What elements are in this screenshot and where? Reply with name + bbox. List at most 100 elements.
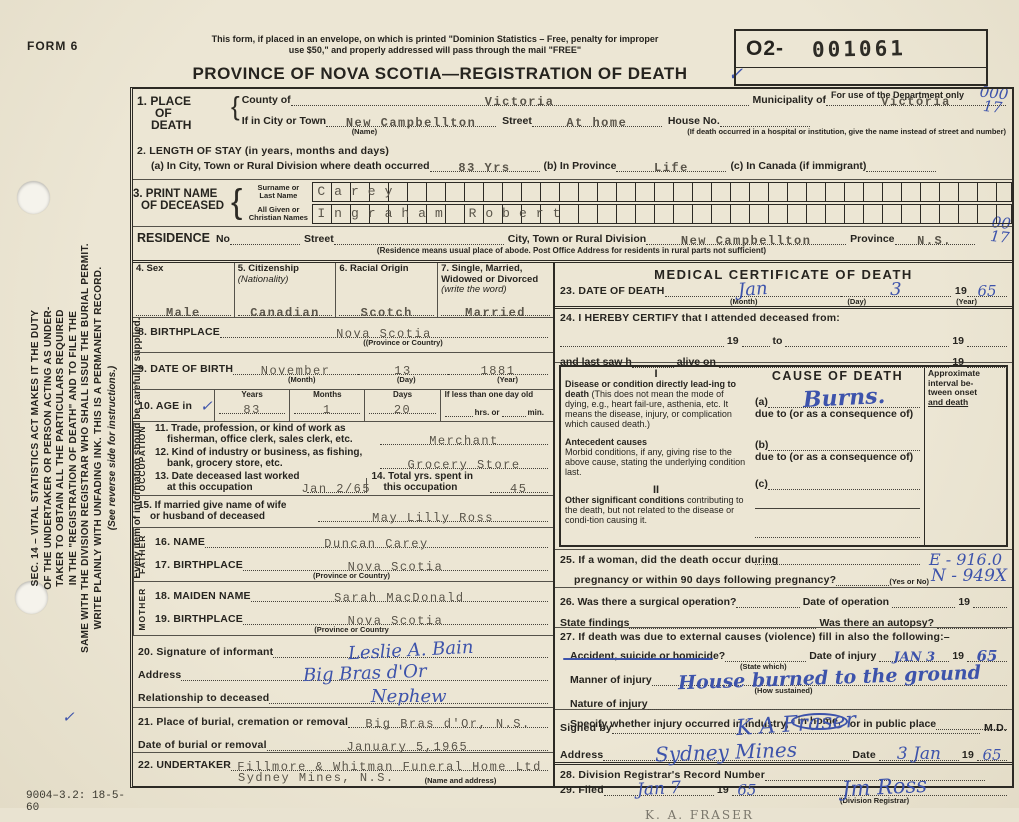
residence-label: RESIDENCE	[137, 231, 210, 245]
undertaker-value-2: Sydney Mines, N.S.	[238, 771, 395, 786]
stay-a-field: 83 Yrs	[429, 157, 540, 175]
street-field: At home	[531, 112, 662, 130]
street-value: At home	[566, 116, 628, 130]
print-name-label: 3. PRINT NAME OF DECEASED	[133, 188, 225, 212]
in-home-circled: in home,	[790, 713, 848, 730]
margin-statute-text: SEC. 14 – VITAL STATISTICS ACT MAKES IT …	[30, 168, 143, 728]
cause-b-field	[768, 436, 920, 451]
handwritten-code-e: E - 916.0	[928, 550, 1002, 569]
last-worked-field: Jan 2/65	[301, 478, 370, 496]
registration-prefix: O2-	[746, 37, 785, 60]
section-physician-signature: Signed by K A Fraser M.D. Address Sydney…	[555, 708, 1012, 766]
signed-year-field: 65	[977, 746, 1007, 764]
signed-by-field: K A Fraser	[611, 708, 981, 741]
section-print-name: 3. PRINT NAME OF DECEASED { Surname or L…	[133, 179, 1012, 226]
statute-line: TAKER TO OBTAIN ALL THE PARTICULARS REQU…	[55, 309, 66, 587]
section-date-of-birth: 9. DATE OF BIRTH November 13 1881	[133, 353, 553, 391]
section-informant: 20. Signature of informant Leslie A. Bai…	[133, 636, 553, 709]
father-birthplace-label: 17. BIRTHPLACE	[155, 558, 243, 571]
stay-a-value: 83 Yrs	[458, 161, 511, 175]
dob-day-note: (Day)	[396, 374, 416, 384]
dod-year-field: 65	[967, 282, 1007, 300]
age-label: 10. AGE in	[138, 399, 193, 412]
personal-particulars-column: 4. Sex Male 5. Citizenship (Nationality)…	[133, 263, 555, 786]
nature-field	[647, 695, 1007, 710]
section-residence: RESIDENCE No Street City, Town or Rural …	[133, 226, 1012, 260]
physician-addr-field: Sydney Mines	[603, 738, 850, 766]
age-days: 20	[393, 403, 412, 418]
signed-date-value: 3 Jan	[896, 744, 941, 764]
residence-street-field	[333, 230, 504, 245]
stay-b-field: Life	[616, 157, 727, 175]
section-registrar: 28. Division Registrar's Record Number 2…	[555, 765, 1012, 822]
cause-of-death-heading: CAUSE OF DEATH	[771, 369, 904, 383]
father-name-label: 16. NAME	[155, 535, 206, 548]
surname-grid: Carey	[312, 182, 1012, 202]
residence-division-label: City, Town or Rural Division	[507, 233, 647, 245]
burial-place-label: 21. Place of burial, cremation or remova…	[138, 716, 349, 729]
given-names-grid: Ingraham Robert	[312, 204, 1012, 224]
section-vitals: 4. Sex Male 5. Citizenship (Nationality)…	[133, 263, 553, 319]
residence-street-label: Street	[303, 233, 334, 245]
registration-number-stamp: 001061	[811, 36, 907, 62]
dob-day-field: 13	[358, 360, 448, 378]
other-conditions-field-1	[755, 523, 920, 538]
injury-date-field: JAN 3	[879, 647, 950, 665]
section-burial: 21. Place of burial, cremation or remova…	[133, 708, 553, 754]
residence-note: (Residence means usual place of abode. P…	[376, 246, 767, 255]
mail-note-line2: use $50," and properly addressed will pa…	[288, 45, 582, 55]
section-attended: 24. I HEREBY CERTIFY that I attended dec…	[555, 309, 1012, 368]
burial-date-field: January 5,1965	[266, 736, 548, 754]
signed-year-value: 65	[982, 746, 1002, 764]
registration-form: This form, if placed in an envelope, on …	[130, 24, 1016, 822]
sex-cell: 4. Sex Male	[133, 263, 235, 319]
given-names-label: All Given or Christian Names	[248, 205, 308, 222]
filed-date-value: Jan 7	[636, 777, 682, 801]
section-father: FATHER 16. NAME Duncan Carey 17. BIRTHPL…	[133, 527, 553, 582]
residence-province-value: N.S.	[917, 234, 952, 248]
cause-labels: I Disease or condition directly lead-ing…	[565, 368, 746, 526]
signed-by-label: Signed by	[560, 722, 612, 734]
residence-province-label: Province	[850, 233, 895, 245]
dob-month: November	[260, 363, 331, 378]
mother-name-value: Sarah MacDonald	[334, 590, 465, 605]
birthplace-field: Nova Scotia	[219, 323, 548, 341]
section-spouse: 15. If married give name of wife or husb…	[133, 496, 553, 528]
section-pregnancy: E - 916.0 25. If a woman, did the death …	[555, 550, 1012, 588]
filed-year-field: 65	[731, 781, 762, 799]
autopsy-field	[937, 614, 1007, 629]
stay-b-value: Life	[654, 161, 689, 175]
birthplace-note: ((Province or Country)	[363, 337, 443, 347]
residence-division-field: New Campbellton	[646, 230, 847, 248]
section-cause-of-death: I Disease or condition directly lead-ing…	[555, 363, 1012, 565]
mother-name-label: 18. MAIDEN NAME	[155, 589, 251, 602]
statute-line: IN THE "REGISTRATION OF DEATH" AND TO FI…	[67, 310, 79, 586]
record-number-label: 28. Division Registrar's Record Number	[560, 769, 765, 781]
age-months: 1	[322, 403, 332, 418]
informant-rel-label: Relationship to deceased	[138, 692, 270, 705]
stay-b-label: (b) In Province	[543, 160, 617, 172]
surname-value: Carey	[317, 184, 402, 199]
county-value: Victoria	[484, 95, 555, 109]
public-place-field	[936, 715, 1007, 730]
dob-year-field: 1881	[448, 360, 548, 378]
record-number-field	[765, 766, 985, 781]
house-no-label: House No.	[667, 115, 720, 127]
mail-free-note: This form, if placed in an envelope, on …	[175, 34, 695, 56]
findings-field	[629, 614, 817, 629]
father-name-field: Duncan Carey	[205, 533, 548, 551]
statute-line: WRITE PLAINLY WITH UNFADING INK. THIS IS…	[92, 266, 104, 630]
statute-line: OF THE UNDERTAKER OR PERSON ACTING AS UN…	[42, 306, 54, 590]
informant-address: Big Bras d'Or	[302, 661, 427, 687]
informant-sig-field: Leslie A. Bain	[273, 637, 548, 665]
manner-field: House burned to the ground	[651, 662, 1007, 694]
certify-line: 24. I HEREBY CERTIFY that I attended dec…	[560, 312, 840, 324]
father-birthplace-value: Nova Scotia	[347, 559, 444, 574]
residence-no-label: No	[215, 233, 230, 245]
left-margin: FORM 6 SEC. 14 – VITAL STATISTICS ACT MA…	[0, 0, 143, 814]
physician-signature: K A Fraser	[735, 707, 857, 742]
cause-entries: CAUSE OF DEATH (a) Burns. due to (or as …	[751, 367, 924, 565]
dod-month-field: Jan	[664, 278, 841, 301]
informant-addr-label: Address	[138, 669, 182, 682]
mother-side-label: MOTHER	[133, 581, 150, 636]
